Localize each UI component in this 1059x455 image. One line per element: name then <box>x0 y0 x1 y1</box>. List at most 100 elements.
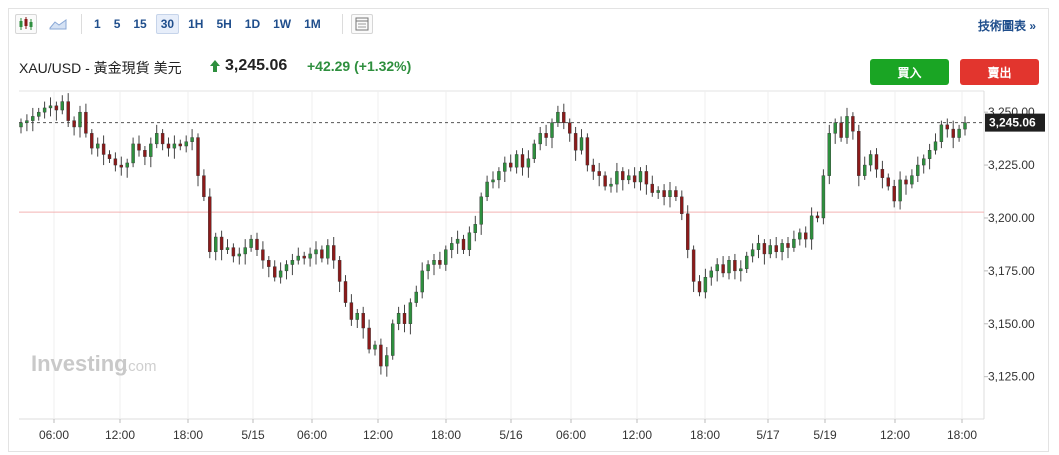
area-chart-icon[interactable] <box>47 14 69 34</box>
timeframe-15[interactable]: 15 <box>133 17 147 31</box>
candle-body <box>78 111 82 128</box>
candle-body <box>190 137 194 142</box>
candle-body <box>113 158 118 166</box>
candle-body <box>774 245 778 253</box>
x-tick-label: 06:00 <box>556 428 586 442</box>
y-tick-label: 3,150.00 <box>988 317 1035 331</box>
candle-body <box>314 249 318 255</box>
candle-body <box>60 101 64 111</box>
candle-body <box>249 238 253 248</box>
x-tick-label: 06:00 <box>39 428 69 442</box>
candle-body <box>473 224 477 233</box>
candle-body <box>149 143 153 157</box>
candle-body <box>627 175 631 181</box>
candle-body <box>691 249 696 282</box>
candle-body <box>686 213 690 250</box>
candle-body <box>66 101 70 121</box>
candle-body <box>957 128 961 138</box>
candle-body <box>438 260 442 265</box>
timeframe-1w[interactable]: 1W <box>273 17 292 31</box>
candle-body <box>196 137 200 176</box>
candle-body <box>597 171 601 176</box>
candle-body <box>426 264 430 272</box>
timeframe-1h[interactable]: 1H <box>188 17 204 31</box>
chart-settings-icon[interactable] <box>350 14 373 34</box>
candle-body <box>886 177 890 187</box>
x-tick-label: 5/19 <box>813 428 837 442</box>
candle-body <box>278 270 283 278</box>
candle-body <box>733 260 737 272</box>
candle-body <box>255 238 259 250</box>
candle-body <box>284 264 289 272</box>
sell-button[interactable]: 賣出 <box>960 59 1039 85</box>
candle-body <box>644 171 649 185</box>
candle-body <box>632 175 637 183</box>
candle-body <box>898 179 902 202</box>
candle-body <box>745 255 749 269</box>
candle-body <box>768 245 772 255</box>
timeframe-5h[interactable]: 5H <box>216 17 232 31</box>
candle-body <box>119 164 124 168</box>
price-chart[interactable]: 06:00 12:00 18:00 5/15 06:00 12:00 18:00 5/16 06… <box>9 9 1048 451</box>
candle-body <box>467 232 472 250</box>
candle-body <box>95 143 100 149</box>
candle-body <box>874 154 879 170</box>
candle-body <box>650 183 654 193</box>
candle-body <box>904 179 908 185</box>
candle-body <box>373 344 377 350</box>
candlestick-icon[interactable] <box>15 14 37 34</box>
candle-body <box>267 260 271 267</box>
timeframe-1d[interactable]: 1D <box>244 17 261 31</box>
timeframe-30[interactable]: 30 <box>155 14 180 34</box>
buy-button[interactable]: 買入 <box>870 59 949 85</box>
candle-body <box>414 291 418 303</box>
candle-body <box>845 116 849 138</box>
candle-body <box>927 150 932 159</box>
candle-body <box>402 312 407 324</box>
candle-body <box>715 264 719 272</box>
price-change: +42.29 (+1.32%) <box>307 58 412 74</box>
candle-body <box>880 169 885 178</box>
candle-body <box>526 158 531 168</box>
candle-body <box>609 183 613 187</box>
watermark-brand: Investing <box>31 351 128 376</box>
technical-chart-link[interactable]: 技術圖表 » <box>977 19 1036 33</box>
timeframe-5[interactable]: 5 <box>113 17 121 31</box>
candle-body <box>273 266 277 278</box>
candle-body <box>562 111 566 123</box>
candle-body <box>213 236 218 253</box>
timeframe-1m[interactable]: 1M <box>304 17 321 31</box>
candle-body <box>780 243 784 253</box>
candle-body <box>585 137 590 166</box>
toolbar-divider <box>341 14 343 34</box>
candle-body <box>662 190 666 198</box>
candle-body <box>503 162 507 172</box>
candle-body <box>709 270 713 278</box>
candle-body <box>951 128 955 138</box>
candle-body <box>166 143 171 149</box>
candle-body <box>202 175 206 198</box>
candle-body <box>326 245 330 259</box>
candle-body <box>910 175 914 185</box>
x-tick-label: 12:00 <box>622 428 652 442</box>
x-tick-label: 18:00 <box>947 428 977 442</box>
candle-body <box>916 164 920 176</box>
candle-body <box>385 355 389 367</box>
candle-body <box>703 277 708 293</box>
candle-body <box>48 105 53 109</box>
candle-body <box>479 196 483 225</box>
timeframe-1[interactable]: 1 <box>94 17 101 31</box>
candle-body <box>550 122 554 138</box>
candle-body <box>491 179 495 183</box>
candle-body <box>721 264 725 274</box>
candle-body <box>556 111 560 123</box>
candle-body <box>668 190 672 198</box>
candle-body <box>756 243 761 250</box>
x-tick-label: 18:00 <box>173 428 203 442</box>
x-tick-label: 12:00 <box>105 428 135 442</box>
candle-body <box>579 137 584 151</box>
toolbar-divider <box>81 14 82 34</box>
candle-body <box>367 327 371 350</box>
candle-body <box>290 260 295 265</box>
candle-body <box>237 253 242 257</box>
